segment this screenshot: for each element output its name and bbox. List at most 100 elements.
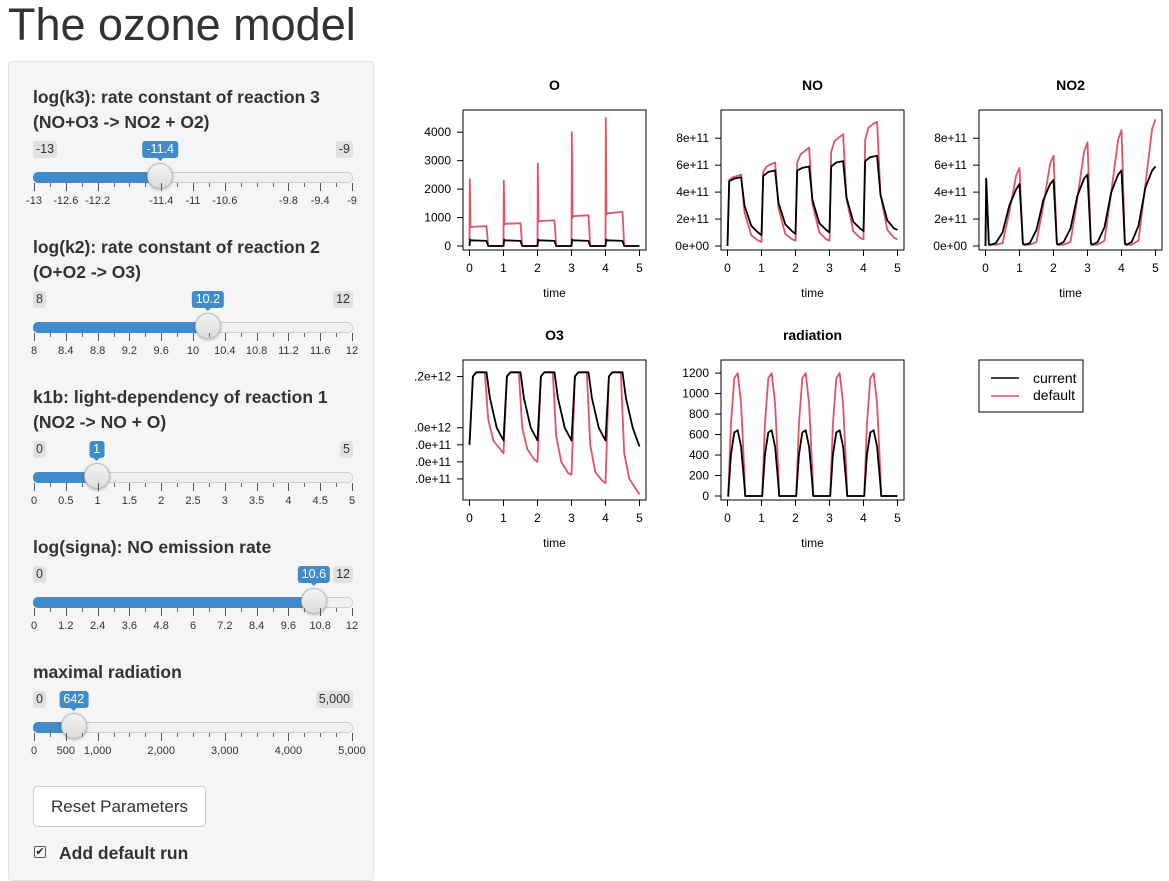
slider-minor-tick bbox=[49, 733, 51, 737]
y-tick-label: 4000 bbox=[424, 125, 451, 139]
slider-tick-label: 4.5 bbox=[312, 495, 328, 507]
slider-tick-label: -9.4 bbox=[310, 195, 330, 207]
slider-minor-tick bbox=[145, 183, 147, 187]
x-tick-label: 1 bbox=[758, 511, 765, 525]
slider-minor-tick bbox=[208, 733, 210, 737]
slider-tick-label: 10.8 bbox=[245, 345, 268, 357]
slider-value-label: 1 bbox=[89, 441, 105, 461]
x-tick-label: 3 bbox=[568, 511, 575, 525]
slider-tick-label: -12.2 bbox=[85, 195, 111, 207]
slider-ticks: -13 -12.6 -12.2 -11.4 -11 -10.6 -9.8 -9.4 -9 bbox=[26, 183, 357, 211]
slider-fill bbox=[33, 172, 161, 183]
slider-minor-tick bbox=[208, 183, 210, 187]
slider-k2[interactable]: 8 12 10.2 8 8.4 8.8 9.2 9.6 10 10.4 10.8 11.2 11.6 12 bbox=[31, 291, 358, 361]
slider-tick-label: 2.4 bbox=[89, 620, 106, 632]
slider-tick-label: 1.2 bbox=[58, 620, 74, 632]
y-tick-label: 8e+11 bbox=[676, 131, 709, 145]
slider-minor-tick bbox=[81, 483, 83, 487]
slider-tick-label: 3.6 bbox=[121, 620, 138, 632]
slider-label: log(k2): rate constant of reaction 2 bbox=[33, 237, 320, 257]
slider-minor-tick bbox=[113, 608, 115, 612]
slider-minor-tick bbox=[272, 733, 274, 737]
checkbox-add-default-run[interactable]: ✔ bbox=[34, 846, 46, 858]
x-tick-label: 1 bbox=[500, 511, 507, 525]
slider-tick bbox=[352, 333, 353, 341]
slider-minor-tick bbox=[81, 333, 83, 337]
x-axis-label: time bbox=[543, 536, 566, 550]
x-tick-label: 5 bbox=[636, 511, 643, 525]
slider-handle[interactable] bbox=[83, 463, 110, 489]
slider-tick-label: 0.5 bbox=[58, 495, 74, 507]
slider-tick-label: 9.6 bbox=[153, 345, 169, 357]
slider-tick bbox=[97, 483, 99, 491]
slider-tick bbox=[224, 733, 226, 741]
slider-tick-label: 11.6 bbox=[309, 345, 331, 357]
x-tick-label: 0 bbox=[982, 261, 989, 275]
slider-tick-label: 2.5 bbox=[185, 495, 201, 507]
page-title: The ozone model bbox=[8, 0, 356, 50]
slider-k1b[interactable]: 0 5 1 0 0.5 1 1.5 2 2.5 3 3.5 4 4.5 5 bbox=[30, 441, 355, 511]
slider-minor-tick bbox=[208, 333, 210, 337]
slider-minor-tick bbox=[256, 183, 258, 187]
slider-radiation[interactable]: 0 5,000 642 0 500 1,000 2,000 3,000 4,000 5,000 bbox=[31, 691, 366, 761]
slider-minor-tick bbox=[49, 483, 51, 487]
x-tick-label: 5 bbox=[894, 511, 901, 525]
series-line-current bbox=[727, 429, 898, 497]
x-tick-label: 4 bbox=[860, 261, 867, 275]
slider-handle[interactable] bbox=[60, 713, 87, 739]
slider-tick bbox=[161, 333, 163, 341]
x-tick-label: 3 bbox=[1084, 261, 1091, 275]
slider-minor-tick bbox=[304, 183, 306, 187]
slider-label: k1b: light-dependency of reaction 1 bbox=[33, 387, 328, 407]
slider-max-label: 12 bbox=[333, 566, 353, 583]
slider-tick bbox=[320, 483, 322, 491]
slider-tick bbox=[34, 733, 35, 741]
x-tick-label: 4 bbox=[860, 511, 867, 525]
slider-minor-tick bbox=[145, 608, 147, 612]
x-tick-label: 4 bbox=[602, 261, 609, 275]
slider-tick-label: 2 bbox=[158, 495, 165, 507]
x-tick-label: 2 bbox=[792, 511, 799, 525]
slider-tick-label: 10.8 bbox=[309, 620, 331, 632]
slider-tick bbox=[161, 733, 163, 741]
slider-minor-tick bbox=[129, 733, 131, 737]
chart-title: O3 bbox=[545, 327, 564, 343]
slider-tick bbox=[256, 483, 258, 491]
y-tick-label: 2e+11 bbox=[934, 212, 967, 226]
reset-parameters-button[interactable]: Reset Parameters bbox=[33, 786, 206, 827]
slider-max-label: 5 bbox=[340, 441, 353, 458]
slider-group-k2: log(k2): rate constant of reaction 2 (O+… bbox=[31, 235, 358, 357]
x-tick-label: 3 bbox=[568, 261, 575, 275]
slider-tick-label: 0 bbox=[30, 495, 38, 507]
slider-tick-label: -11.4 bbox=[149, 195, 174, 207]
slider-tick bbox=[97, 608, 99, 616]
slider-minor-tick bbox=[272, 333, 274, 337]
slider-group-k3: log(k3): rate constant of reaction 3 (NO… bbox=[26, 85, 357, 207]
slider-tick-label: 8.8 bbox=[89, 345, 106, 357]
slider-tick-label: 500 bbox=[56, 745, 75, 757]
sidebar-panel: log(k3): rate constant of reaction 3 (NO… bbox=[8, 61, 374, 881]
x-tick-label: 5 bbox=[894, 261, 901, 275]
slider-handle[interactable] bbox=[147, 163, 174, 189]
slider-label: log(k3): rate constant of reaction 3 bbox=[33, 87, 320, 107]
plot-frame bbox=[462, 359, 647, 501]
slider-max-label: -9 bbox=[335, 141, 353, 158]
y-tick-label: .0e+12 bbox=[414, 421, 451, 435]
slider-minor-tick bbox=[145, 333, 147, 337]
chart-title: O bbox=[549, 77, 560, 93]
slider-handle[interactable] bbox=[194, 313, 221, 339]
slider-tick bbox=[65, 183, 67, 191]
slider-minor-tick bbox=[272, 608, 274, 612]
slider-value-label: 10.2 bbox=[191, 291, 225, 311]
chart-no: NO 0 1 2 3 4 5 0e+00 2e+11 4e+11 6e+11 8e+11 time bbox=[675, 77, 905, 300]
slider-label-line2: (NO2 -> NO + O) bbox=[33, 412, 167, 432]
slider-group-radiation: maximal radiation 0 5,000 642 0 500 1,000 2,00… bbox=[31, 660, 366, 757]
legend-label-current: current bbox=[1033, 370, 1077, 386]
chart-title: radiation bbox=[783, 327, 842, 343]
slider-signa[interactable]: 0 12 10.6 0 1.2 2.4 3.6 4.8 6 7.2 8.4 9.6 10.8 12 bbox=[31, 566, 358, 636]
chart-title: NO2 bbox=[1056, 77, 1085, 93]
slider-minor-tick bbox=[113, 733, 115, 737]
slider-k3[interactable]: -13 -9 -11.4 -13 -12.6 -12.2 -11.4 -11 -10.6 -9.8… bbox=[26, 141, 357, 211]
slider-minor-tick bbox=[336, 333, 338, 337]
slider-min-label: 8 bbox=[33, 291, 46, 308]
